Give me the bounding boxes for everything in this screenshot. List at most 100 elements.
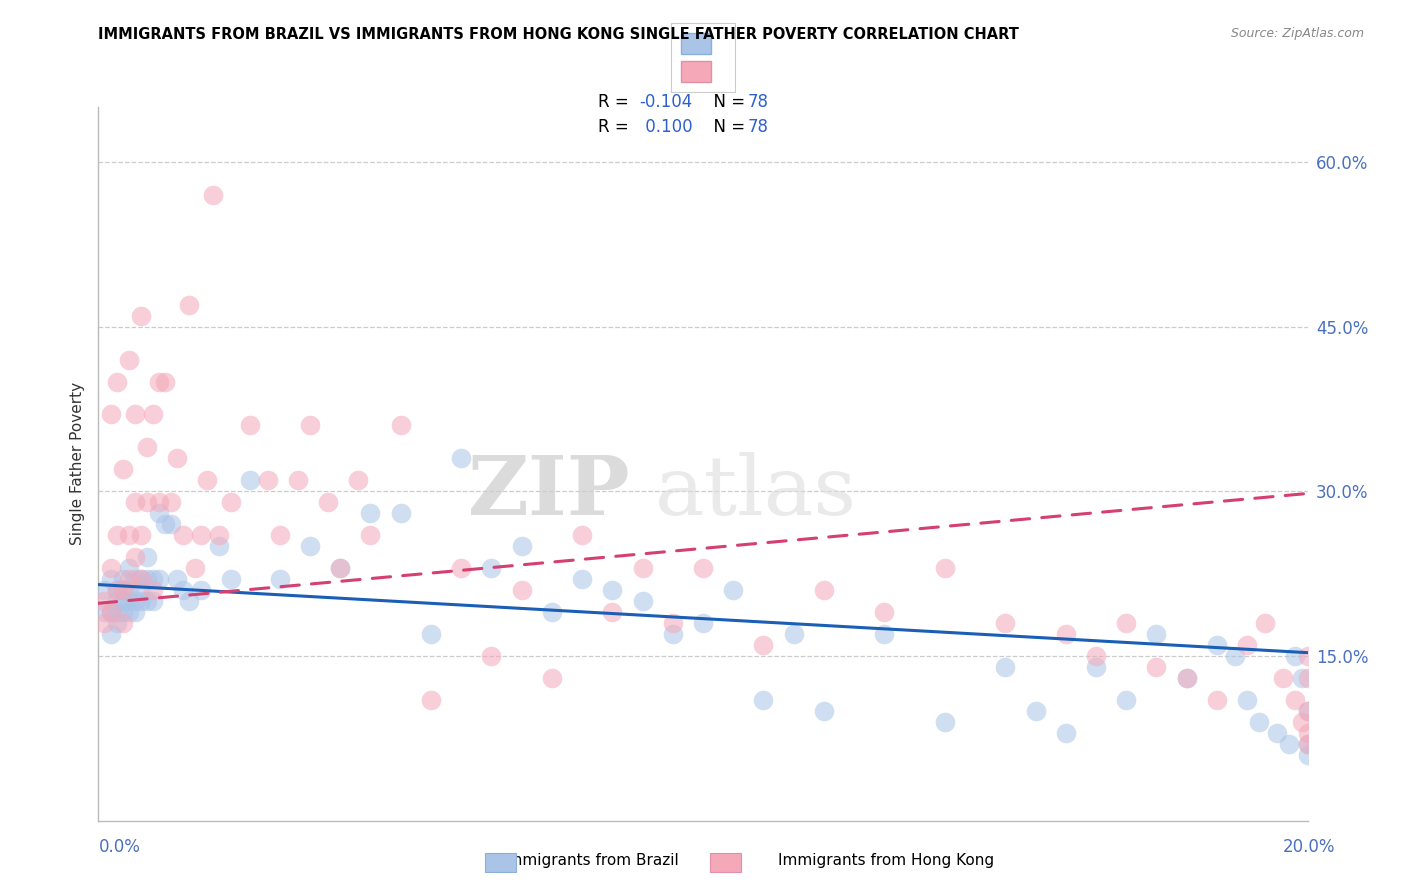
Point (93, 594, 115, 608)
Point (256, 473, 278, 487)
Point (142, 583, 165, 598)
Point (1115, 693, 1137, 707)
Text: R =: R = (598, 93, 634, 111)
Point (1296, 737, 1319, 751)
Point (360, 506, 382, 520)
Point (129, 572, 152, 586)
Point (389, 418, 412, 433)
Point (153, 375, 176, 389)
Point (100, 627, 122, 641)
Point (105, 528, 128, 542)
Point (540, 605, 562, 619)
Point (1278, 737, 1301, 751)
Point (1024, 704, 1046, 718)
Point (105, 605, 128, 619)
Point (1291, 671, 1313, 685)
Point (160, 495, 183, 509)
Point (1085, 660, 1108, 674)
Point (135, 495, 157, 509)
Point (118, 594, 141, 608)
Point (221, 572, 243, 586)
Point (1054, 627, 1077, 641)
Point (481, 648, 503, 663)
Point (420, 627, 443, 641)
Point (1296, 704, 1319, 718)
Point (93, 605, 115, 619)
Legend: , : , (671, 22, 735, 92)
Point (510, 583, 533, 598)
Point (142, 408, 165, 422)
Point (202, 187, 225, 202)
Point (1175, 671, 1198, 685)
Point (602, 605, 624, 619)
Point (118, 605, 141, 619)
Point (1085, 648, 1108, 663)
Point (631, 594, 654, 608)
Point (124, 408, 146, 422)
Point (1254, 615, 1277, 630)
Point (195, 473, 218, 487)
Point (111, 583, 134, 598)
Point (124, 605, 146, 619)
Point (208, 528, 231, 542)
Text: Immigrants from Hong Kong: Immigrants from Hong Kong (778, 854, 994, 868)
Point (510, 539, 533, 553)
Point (100, 561, 122, 575)
Point (208, 539, 231, 553)
Text: IMMIGRANTS FROM BRAZIL VS IMMIGRANTS FROM HONG KONG SINGLE FATHER POVERTY CORREL: IMMIGRANTS FROM BRAZIL VS IMMIGRANTS FRO… (98, 27, 1019, 42)
Point (129, 583, 152, 598)
Point (1296, 737, 1319, 751)
Text: -0.104: -0.104 (640, 93, 693, 111)
Point (124, 572, 146, 586)
Text: Immigrants from Brazil: Immigrants from Brazil (503, 854, 678, 868)
Point (124, 550, 146, 565)
Point (1249, 714, 1271, 729)
Point (540, 671, 562, 685)
Point (1296, 671, 1319, 685)
Point (172, 583, 194, 598)
Point (1296, 747, 1319, 762)
Point (752, 693, 775, 707)
Point (1267, 726, 1289, 740)
Point (299, 539, 322, 553)
Point (124, 495, 146, 509)
Point (129, 528, 152, 542)
Point (172, 528, 194, 542)
Point (148, 495, 170, 509)
Point (329, 561, 352, 575)
Point (994, 615, 1017, 630)
Point (93, 583, 115, 598)
Point (661, 615, 683, 630)
Text: N =: N = (703, 93, 751, 111)
Point (481, 561, 503, 575)
Point (100, 605, 122, 619)
Point (100, 572, 122, 586)
Point (316, 495, 339, 509)
Text: Source: ZipAtlas.com: Source: ZipAtlas.com (1230, 27, 1364, 40)
Point (692, 561, 714, 575)
Point (1144, 660, 1167, 674)
Point (111, 605, 134, 619)
Point (179, 594, 201, 608)
Point (347, 473, 370, 487)
Point (1296, 726, 1319, 740)
Point (124, 594, 146, 608)
Text: R =: R = (598, 118, 634, 136)
Point (934, 714, 956, 729)
Point (661, 627, 683, 641)
Point (105, 583, 128, 598)
Point (692, 615, 714, 630)
Point (994, 660, 1017, 674)
Text: N =: N = (703, 118, 751, 136)
Point (239, 473, 262, 487)
Text: 78: 78 (748, 118, 769, 136)
Point (934, 561, 956, 575)
Point (1291, 714, 1313, 729)
Point (450, 561, 472, 575)
Point (129, 309, 152, 323)
Point (129, 572, 152, 586)
Y-axis label: Single Father Poverty: Single Father Poverty (69, 383, 84, 545)
Point (873, 627, 896, 641)
Point (1206, 693, 1229, 707)
Point (1296, 704, 1319, 718)
